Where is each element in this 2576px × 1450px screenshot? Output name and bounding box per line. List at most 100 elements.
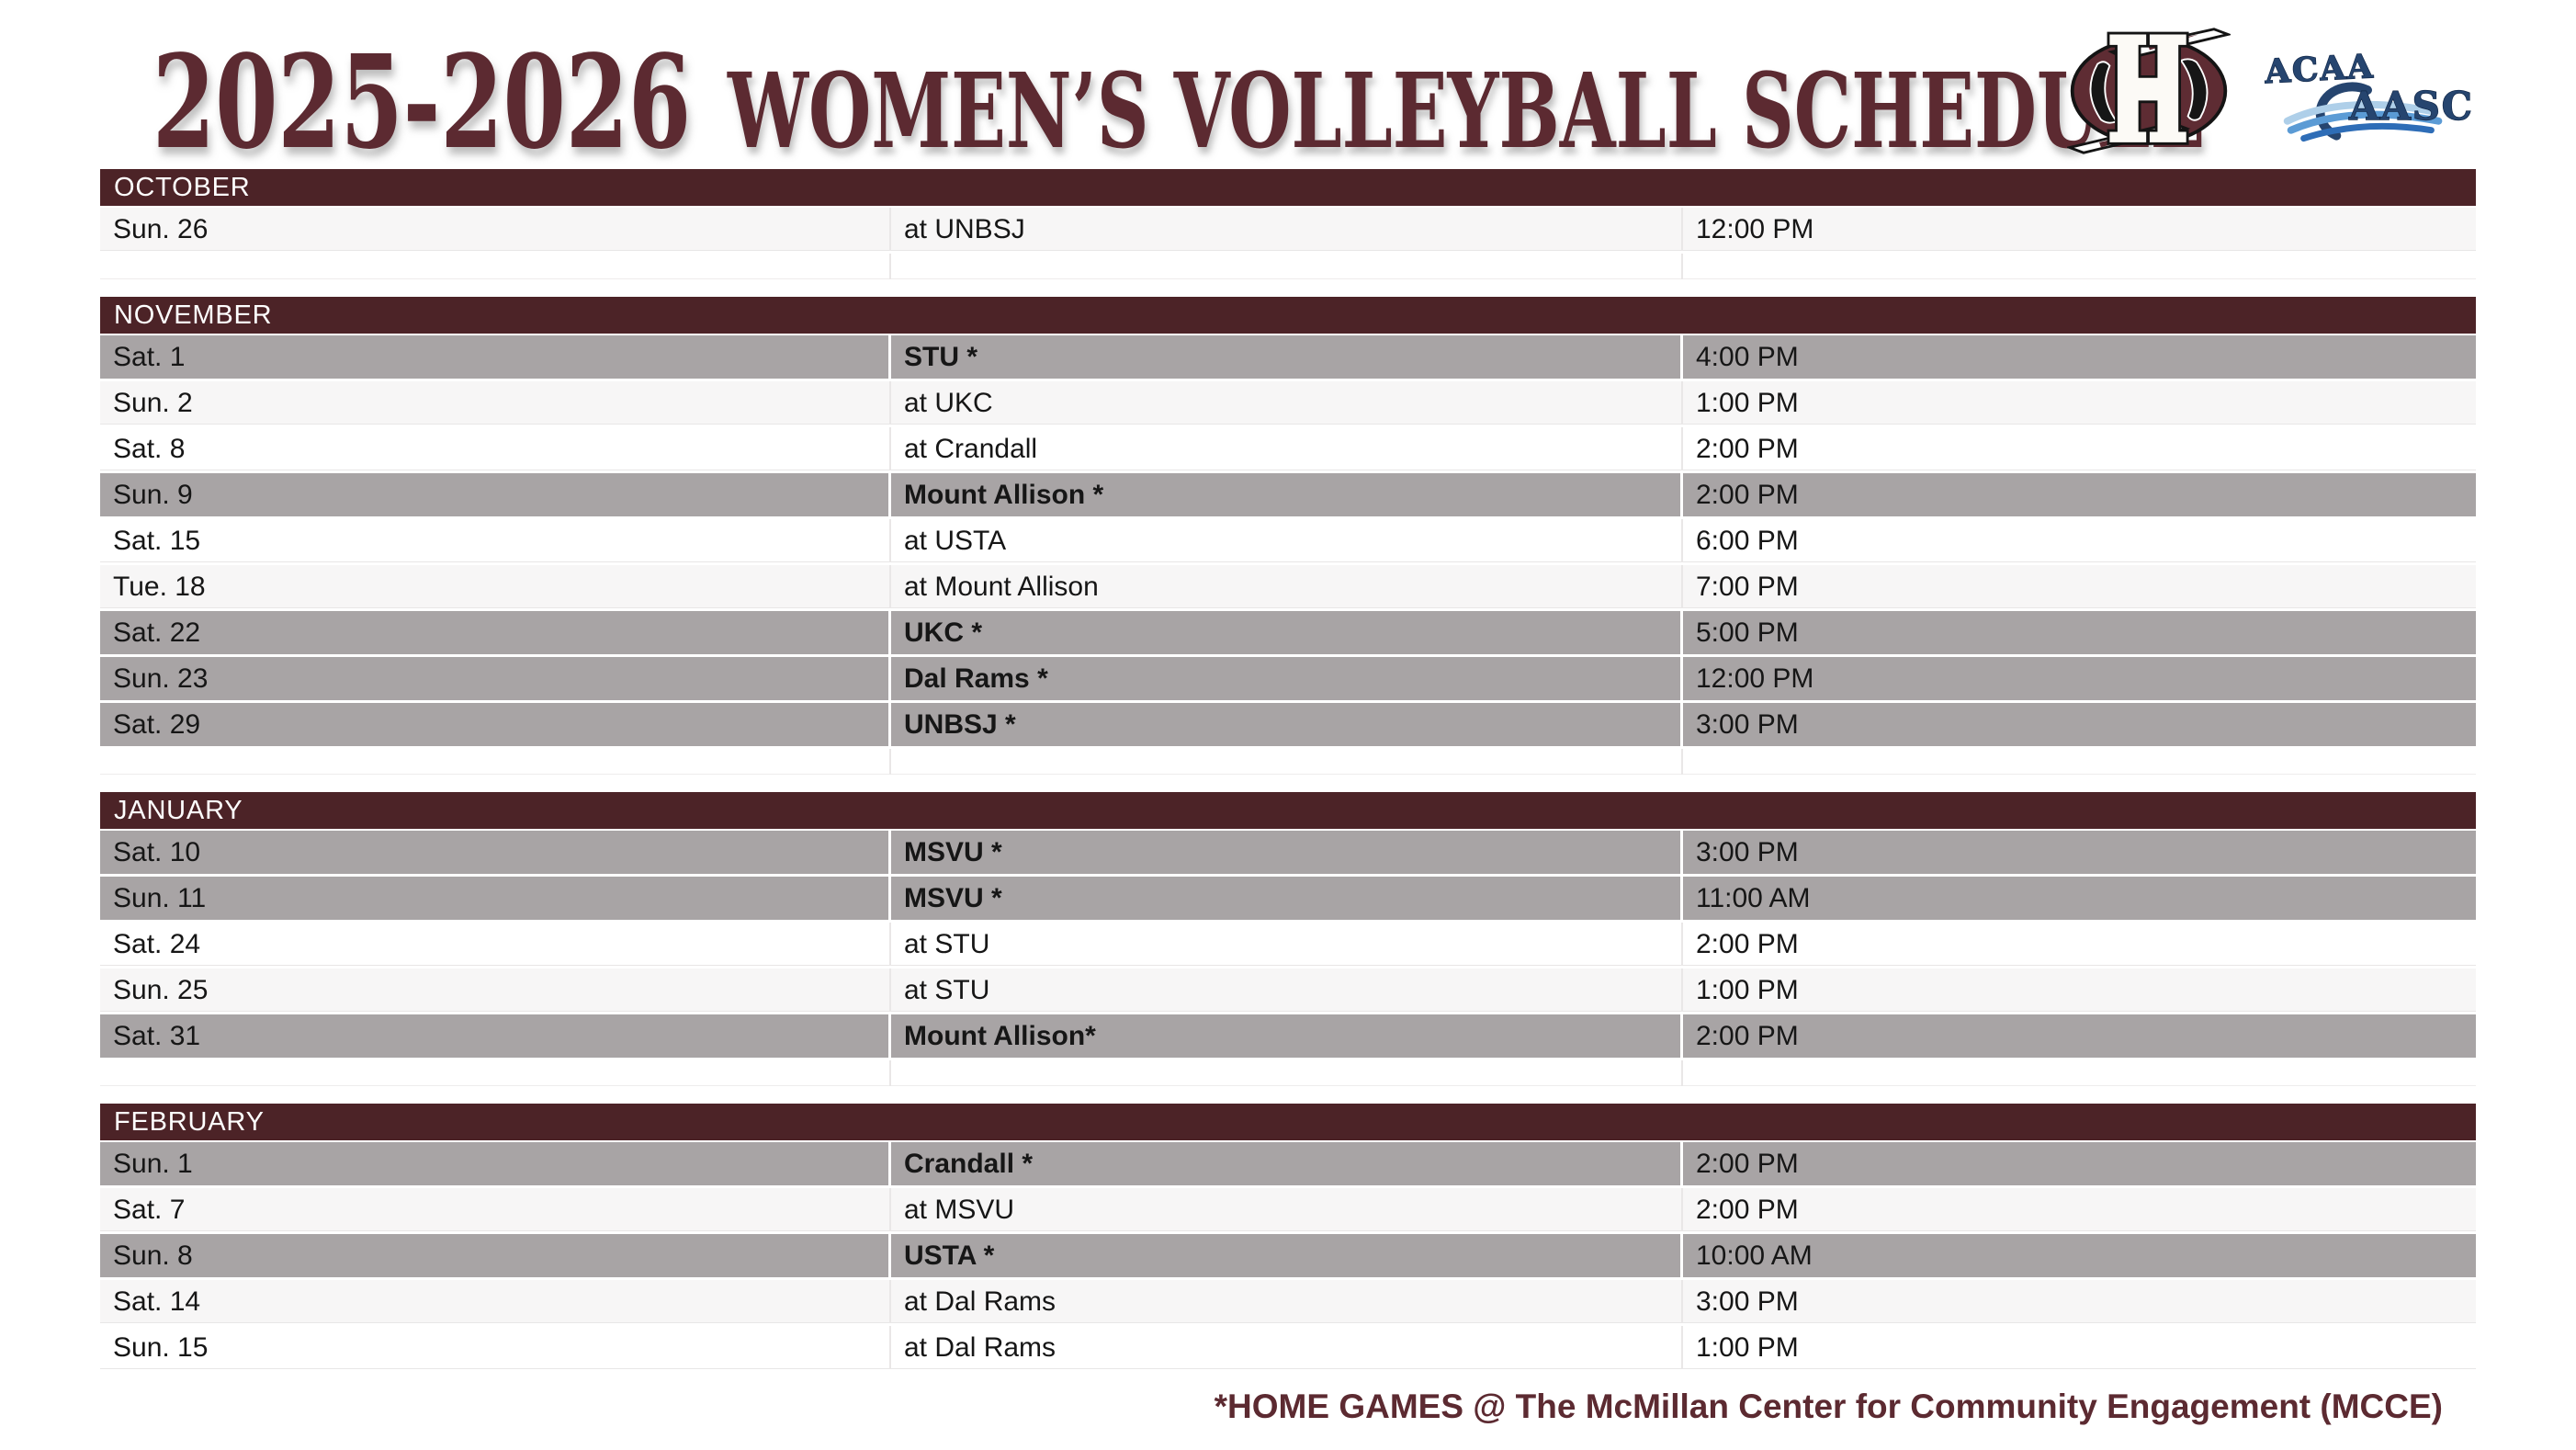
game-date: Sun. 23 [100, 657, 891, 700]
empty-row [100, 254, 2476, 282]
game-date: Sun. 8 [100, 1234, 891, 1277]
game-row: Sun. 11 MSVU * 11:00 AM [100, 877, 2476, 923]
month-header: FEBRUARY [100, 1104, 2476, 1140]
h-logo-letter-h [2107, 31, 2189, 145]
game-row: Sat. 24 at STU 2:00 PM [100, 923, 2476, 969]
opponent: at Mount Allison [891, 565, 1683, 608]
month-section: OCTOBER Sun. 26 at UNBSJ 12:00 PM [100, 169, 2476, 282]
game-row: Sat. 1 STU * 4:00 PM [100, 335, 2476, 381]
empty-cell [1683, 749, 2476, 775]
game-row: Sat. 10 MSVU * 3:00 PM [100, 831, 2476, 877]
game-time: 12:00 PM [1696, 214, 1814, 244]
game-time: 1:00 PM [1696, 1332, 1799, 1363]
game-row: Sat. 8 at Crandall 2:00 PM [100, 427, 2476, 473]
game-time: 1:00 PM [1696, 975, 1799, 1005]
empty-row [100, 1060, 2476, 1089]
game-date: Sat. 7 [100, 1188, 891, 1231]
game-date: Sat. 31 [100, 1014, 891, 1058]
game-time: 2:00 PM [1696, 1195, 1799, 1225]
game-date: Sun. 25 [100, 969, 891, 1012]
game-time: 12:00 PM [1696, 663, 1814, 694]
game-time: 3:00 PM [1696, 709, 1799, 740]
opponent: at UNBSJ [891, 208, 1683, 251]
page-title: WOMEN’S VOLLEYBALL SCHEDULE [728, 51, 2206, 172]
game-row: Sat. 29 UNBSJ * 3:00 PM [100, 703, 2476, 749]
month-section: NOVEMBER Sat. 1 STU * 4:00 PM Sun. 2 at UKC 1:… [100, 297, 2476, 777]
game-time: 6:00 PM [1696, 526, 1799, 556]
opponent: MSVU * [891, 877, 1683, 920]
game-date: Sun. 26 [100, 208, 891, 251]
game-row: Sun. 25 at STU 1:00 PM [100, 969, 2476, 1014]
opponent: at Crandall [891, 427, 1683, 470]
game-date: Sat. 14 [100, 1280, 891, 1323]
game-date: Tue. 18 [100, 565, 891, 608]
opponent: at UKC [891, 381, 1683, 425]
game-time: 7:00 PM [1696, 572, 1799, 602]
month-section: FEBRUARY Sun. 1 Crandall * 2:00 PM Sat. 7 at … [100, 1104, 2476, 1372]
month-section: JANUARY Sat. 10 MSVU * 3:00 PM Sun. 11 MSVU *… [100, 792, 2476, 1089]
opponent: Crandall * [891, 1142, 1683, 1185]
opponent: at Dal Rams [891, 1280, 1683, 1323]
section-gap [100, 1089, 2476, 1104]
game-date: Sun. 2 [100, 381, 891, 425]
acaa-c-swoosh [2315, 82, 2372, 141]
month-header: JANUARY [100, 792, 2476, 829]
opponent: Mount Allison * [891, 473, 1683, 516]
empty-row [100, 749, 2476, 777]
game-time: 5:00 PM [1696, 617, 1799, 648]
game-date: Sat. 22 [100, 611, 891, 654]
game-date: Sun. 11 [100, 877, 891, 920]
section-gap [100, 282, 2476, 297]
game-date: Sat. 1 [100, 335, 891, 379]
game-time: 4:00 PM [1696, 342, 1799, 372]
month-header: OCTOBER [100, 169, 2476, 206]
opponent: Mount Allison* [891, 1014, 1683, 1058]
acaa-wave-mid [2287, 110, 2443, 134]
acaa-wave-light [2283, 100, 2439, 125]
opponent: Dal Rams * [891, 657, 1683, 700]
game-date: Sat. 29 [100, 703, 891, 746]
game-date: Sun. 1 [100, 1142, 891, 1185]
game-time: 11:00 AM [1696, 883, 1811, 913]
game-date: Sat. 15 [100, 519, 891, 562]
game-date: Sat. 24 [100, 923, 891, 966]
game-row: Sat. 22 UKC * 5:00 PM [100, 611, 2476, 657]
season-title: 2025-2026 [153, 28, 692, 178]
game-time: 10:00 AM [1696, 1240, 1813, 1271]
section-gap [100, 777, 2476, 792]
game-time: 3:00 PM [1696, 837, 1799, 867]
opponent: UNBSJ * [891, 703, 1683, 746]
game-row: Sun. 15 at Dal Rams 1:00 PM [100, 1326, 2476, 1372]
empty-cell [100, 254, 891, 279]
empty-cell [1683, 254, 2476, 279]
huskies-h-logo [2067, 28, 2231, 154]
empty-cell [1683, 1060, 2476, 1086]
game-row: Sun. 9 Mount Allison * 2:00 PM [100, 473, 2476, 519]
game-row: Tue. 18 at Mount Allison 7:00 PM [100, 565, 2476, 611]
acaa-wordmark: ACAA [2263, 47, 2375, 91]
game-date: Sun. 9 [100, 473, 891, 516]
game-row: Sat. 14 at Dal Rams 3:00 PM [100, 1280, 2476, 1326]
empty-cell [891, 254, 1683, 279]
game-row: Sat. 15 at USTA 6:00 PM [100, 519, 2476, 565]
opponent: STU * [891, 335, 1683, 379]
game-time: 1:00 PM [1696, 388, 1799, 418]
game-row: Sun. 8 USTA * 10:00 AM [100, 1234, 2476, 1280]
game-time: 2:00 PM [1696, 480, 1799, 510]
opponent: UKC * [891, 611, 1683, 654]
opponent: MSVU * [891, 831, 1683, 874]
game-row: Sun. 23 Dal Rams * 12:00 PM [100, 657, 2476, 703]
game-date: Sat. 10 [100, 831, 891, 874]
game-row: Sun. 1 Crandall * 2:00 PM [100, 1142, 2476, 1188]
opponent: at STU [891, 923, 1683, 966]
opponent: USTA * [891, 1234, 1683, 1277]
game-row: Sat. 7 at MSVU 2:00 PM [100, 1188, 2476, 1234]
home-games-note: *HOME GAMES @ The McMillan Center for Co… [1214, 1388, 2443, 1425]
game-date: Sat. 8 [100, 427, 891, 470]
empty-cell [891, 749, 1683, 775]
game-time: 2:00 PM [1696, 1149, 1799, 1179]
acaa-aasc-logo: ACAA AASC [2263, 46, 2473, 142]
month-header: NOVEMBER [100, 297, 2476, 334]
schedule-table: OCTOBER Sun. 26 at UNBSJ 12:00 PM NOVEMBER Sa… [100, 169, 2476, 1372]
